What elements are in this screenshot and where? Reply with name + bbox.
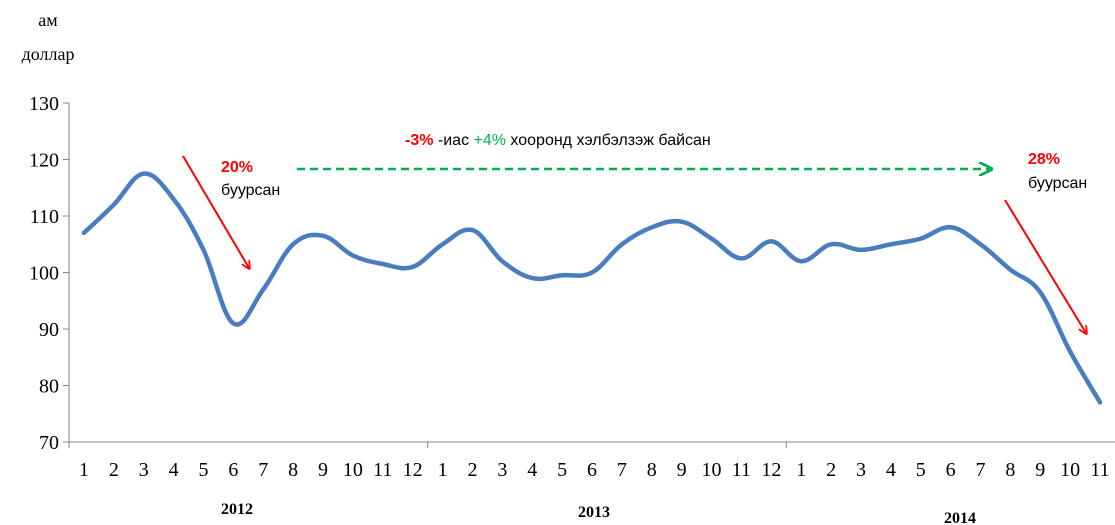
y-tick-label: 70: [39, 432, 59, 454]
series-line: [81, 171, 1103, 405]
x-tick-label: 11: [1090, 459, 1109, 481]
y-tick-label: 80: [39, 376, 59, 398]
x-tick-label: 6: [587, 459, 597, 481]
x-tick-label: 11: [373, 459, 392, 481]
x-tick-label: 10: [343, 459, 363, 481]
x-tick-label: 5: [198, 459, 208, 481]
x-tick-label: 6: [946, 459, 956, 481]
x-tick-label: 8: [647, 459, 657, 481]
y-axis-label-line1: ам: [38, 10, 57, 30]
x-tick-label: 8: [288, 459, 298, 481]
y-axis-label-line2: доллар: [22, 44, 75, 64]
x-tick-label: 7: [617, 459, 627, 481]
drop2-arrow: [1004, 199, 1086, 333]
x-tick-label: 2: [467, 459, 477, 481]
x-tick-label: 1: [796, 459, 806, 481]
year-label-2012: 2012: [221, 501, 253, 518]
x-tick-label: 12: [761, 459, 781, 481]
x-tick-label: 3: [856, 459, 866, 481]
x-tick-label: 4: [527, 459, 537, 481]
x-tick-label: 9: [677, 459, 687, 481]
x-tick-label: 7: [258, 459, 268, 481]
drop2-text: буурсан: [1028, 175, 1087, 192]
year-label-2014: 2014: [944, 510, 976, 525]
x-tick-label: 9: [318, 459, 328, 481]
year-label-2013: 2013: [578, 504, 610, 521]
x-tick-label: 4: [169, 459, 179, 481]
x-tick-label: 2: [109, 459, 119, 481]
range-neg: -3%: [405, 132, 433, 149]
x-tick-label: 11: [732, 459, 751, 481]
x-tick-label: 1: [438, 459, 448, 481]
x-tick-label: 7: [976, 459, 986, 481]
range-pos: +4%: [474, 132, 506, 149]
range-annotation: -3% -иас +4% хооронд хэлбэлзэж байсан: [405, 132, 711, 149]
x-tick-label: 5: [557, 459, 567, 481]
drop2-percent: 28%: [1028, 151, 1060, 168]
y-tick-label: 120: [29, 150, 59, 172]
x-tick-label: 3: [497, 459, 507, 481]
x-tick-label: 3: [139, 459, 149, 481]
range-text: хооронд хэлбэлзэж байсан: [506, 132, 711, 149]
x-ticks: 1 2 3 4 5 6 7 8 9 10 11 12 1 2 3 4 5 6 7 8 9 10 11 12 1 2 3 4 5 6 7 8 9 1…: [68, 442, 1110, 481]
range-mid: -иас: [433, 132, 473, 149]
x-tick-label: 10: [702, 459, 722, 481]
drop1-percent: 20%: [221, 159, 253, 176]
drop1-arrow: [182, 155, 249, 268]
x-tick-label: 10: [1060, 459, 1080, 481]
y-tick-label: 100: [29, 263, 59, 285]
x-tick-label: 9: [1035, 459, 1045, 481]
x-tick-label: 6: [228, 459, 238, 481]
y-tick-label: 130: [29, 93, 59, 115]
x-tick-label: 8: [1005, 459, 1015, 481]
y-tick-label: 110: [30, 206, 59, 228]
drop1-text: буурсан: [221, 182, 280, 199]
x-tick-label: 4: [886, 459, 896, 481]
y-tick-label: 90: [39, 319, 59, 341]
x-tick-label: 2: [826, 459, 836, 481]
x-tick-label: 1: [79, 459, 89, 481]
y-ticks: 70 80 90 100 110 120 130: [29, 93, 69, 454]
x-tick-label: 5: [916, 459, 926, 481]
x-tick-label: 12: [403, 459, 423, 481]
